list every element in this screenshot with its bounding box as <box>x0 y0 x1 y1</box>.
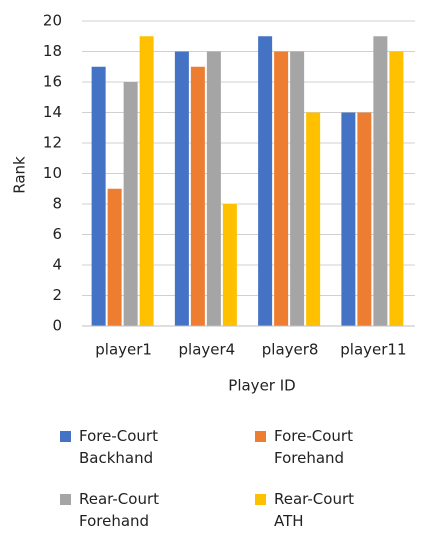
x-axis-label: Player ID <box>228 377 295 395</box>
legend-swatch <box>60 431 71 442</box>
bar <box>389 51 404 326</box>
x-tick-label: player8 <box>262 341 319 359</box>
legend-label: Fore-Court Forehand <box>274 427 353 467</box>
bar <box>174 51 189 326</box>
y-tick-label: 6 <box>52 225 62 243</box>
bar <box>139 36 154 326</box>
bar <box>258 36 273 326</box>
legend-swatch <box>60 494 71 505</box>
legend-swatch <box>255 494 266 505</box>
y-tick-label: 20 <box>43 12 62 30</box>
legend-label: Rear-Court ATH <box>274 490 354 530</box>
y-tick-label: 0 <box>52 317 62 335</box>
y-tick-label: 18 <box>43 42 62 60</box>
bar <box>373 36 388 326</box>
bar <box>274 51 289 326</box>
legend-item: Rear-Court Forehand <box>60 488 189 532</box>
y-tick-label: 12 <box>43 134 62 152</box>
legend-label: Fore-Court Backhand <box>79 427 158 467</box>
legend-item: Fore-Court Forehand <box>255 425 384 469</box>
y-tick-label: 14 <box>43 103 62 121</box>
y-tick-label: 10 <box>43 164 62 182</box>
y-tick-label: 16 <box>43 73 62 91</box>
y-axis-label: Rank <box>11 156 29 194</box>
y-tick-label: 8 <box>52 195 62 213</box>
y-tick-label: 4 <box>52 256 62 274</box>
legend-label: Rear-Court Forehand <box>79 490 159 530</box>
bar <box>107 188 122 326</box>
x-tick-label: player11 <box>340 341 406 359</box>
y-tick-label: 2 <box>52 286 62 304</box>
bar <box>190 66 205 326</box>
bar <box>222 204 237 326</box>
x-tick-label: player4 <box>179 341 236 359</box>
bar <box>306 112 321 326</box>
bar <box>341 112 356 326</box>
legend-item: Fore-Court Backhand <box>60 425 189 469</box>
bar <box>206 51 221 326</box>
legend-swatch <box>255 431 266 442</box>
bar <box>290 51 305 326</box>
bar <box>91 66 106 326</box>
x-tick-label: player1 <box>95 341 152 359</box>
bar <box>123 82 138 326</box>
bar <box>357 112 372 326</box>
legend-item: Rear-Court ATH <box>255 488 384 532</box>
chart: Rank Player ID 0 2 4 6 8 10 12 14 16 18 20 player1 p… <box>11 12 415 395</box>
